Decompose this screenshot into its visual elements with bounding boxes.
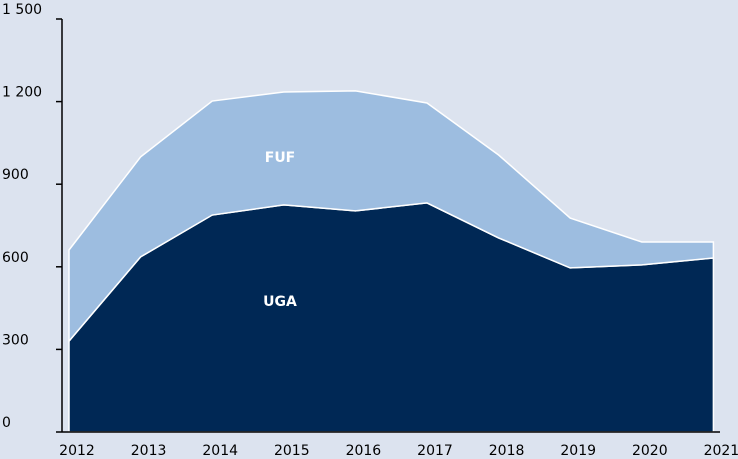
area xyxy=(68,90,715,344)
y-tick-label: 600 xyxy=(2,250,29,266)
x-tick-label: 2020 xyxy=(632,443,668,459)
x-tick-label: 2015 xyxy=(274,443,310,459)
x-tick-label: 2016 xyxy=(346,443,382,459)
x-tick-label: 2012 xyxy=(59,443,95,459)
y-tick-label: 1 500 xyxy=(2,2,42,18)
series-label: FUF xyxy=(265,150,296,166)
x-tick-label: 2014 xyxy=(202,443,238,459)
series-label: UGA xyxy=(263,294,297,310)
x-tick-label: 2018 xyxy=(489,443,525,459)
y-tick-label: 300 xyxy=(2,332,29,348)
y-tick-label: 1 200 xyxy=(2,85,42,101)
x-tick-label: 2021 xyxy=(704,443,738,459)
x-tick-label: 2017 xyxy=(417,443,453,459)
x-tick-label: 2013 xyxy=(131,443,167,459)
x-tick-label: 2019 xyxy=(560,443,596,459)
y-tick-label: 900 xyxy=(2,167,29,183)
y-tick-label: 0 xyxy=(2,415,11,431)
